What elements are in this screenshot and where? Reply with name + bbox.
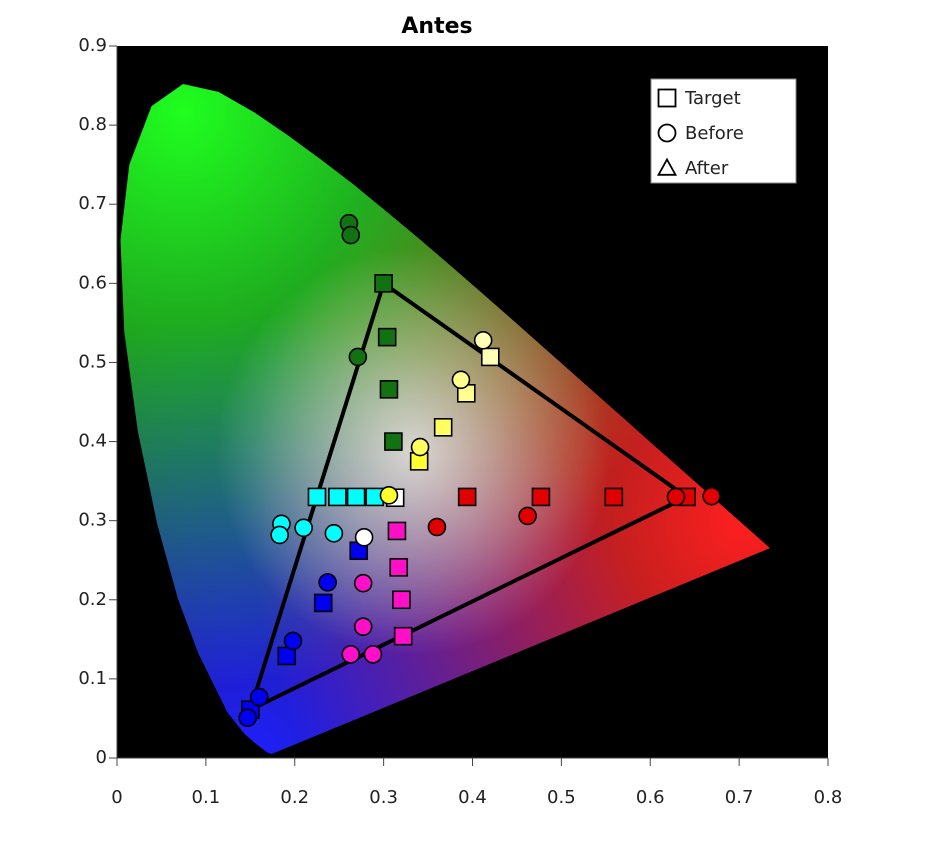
circle-marker <box>353 617 373 636</box>
circle-marker <box>518 506 537 526</box>
square-marker <box>393 626 413 646</box>
square-marker <box>457 487 477 507</box>
circle-marker <box>363 645 383 664</box>
x-tick-label: 0.6 <box>636 787 665 808</box>
legend-label: Before <box>685 123 744 144</box>
square-marker <box>387 521 407 541</box>
x-tick-label: 0.7 <box>725 787 754 808</box>
square-marker <box>389 558 409 577</box>
legend-label: Target <box>684 88 741 109</box>
circle-marker <box>427 517 447 537</box>
y-tick-label: 0.2 <box>78 589 107 610</box>
circle-marker <box>318 573 337 592</box>
chart-title: Antes <box>401 14 472 39</box>
circle-marker <box>249 687 269 707</box>
circle-marker <box>353 573 373 593</box>
x-tick-label: 0.5 <box>547 787 576 808</box>
circle-marker <box>451 370 471 390</box>
y-tick-label: 0.6 <box>78 272 107 293</box>
square-marker <box>313 593 333 613</box>
square-marker <box>346 487 366 507</box>
x-tick-label: 0.3 <box>369 787 398 808</box>
circle-marker <box>341 225 361 245</box>
x-tick-label: 0 <box>111 787 122 808</box>
y-tick-label: 0.8 <box>78 114 107 135</box>
circle-marker <box>657 123 677 143</box>
square-marker <box>384 432 403 451</box>
y-tick-label: 0.3 <box>78 510 107 531</box>
square-marker <box>379 380 399 399</box>
circle-marker <box>379 486 399 505</box>
y-tick-label: 0.9 <box>78 35 107 56</box>
y-tick-label: 0.4 <box>78 431 107 452</box>
circle-marker <box>270 525 289 545</box>
square-marker <box>392 590 411 610</box>
square-marker <box>604 487 624 507</box>
square-marker <box>307 487 327 507</box>
circle-marker <box>238 708 257 727</box>
circle-marker <box>702 486 721 506</box>
square-marker <box>480 347 500 367</box>
triangle-marker <box>656 157 678 176</box>
circle-marker <box>666 487 686 507</box>
square-marker <box>531 487 551 507</box>
circle-marker <box>283 631 303 651</box>
circle-marker <box>354 527 374 547</box>
legend-label: After <box>685 158 729 179</box>
y-tick-label: 0 <box>96 747 107 768</box>
square-marker <box>374 274 393 293</box>
y-tick-label: 0.1 <box>78 668 107 689</box>
circle-marker <box>294 518 313 538</box>
y-tick-label: 0.7 <box>78 193 107 214</box>
square-marker <box>657 88 677 108</box>
x-tick-label: 0.1 <box>192 787 221 808</box>
circle-marker <box>341 645 361 664</box>
square-marker <box>433 418 453 437</box>
y-tick-label: 0.5 <box>78 351 107 372</box>
square-marker <box>328 487 347 507</box>
x-tick-label: 0.8 <box>814 787 843 808</box>
x-tick-label: 0.4 <box>458 787 487 808</box>
x-tick-label: 0.2 <box>280 787 309 808</box>
circle-marker <box>410 437 430 457</box>
square-marker <box>377 327 397 347</box>
circle-marker <box>348 347 368 367</box>
circle-marker <box>473 330 493 350</box>
circle-marker <box>324 524 344 543</box>
